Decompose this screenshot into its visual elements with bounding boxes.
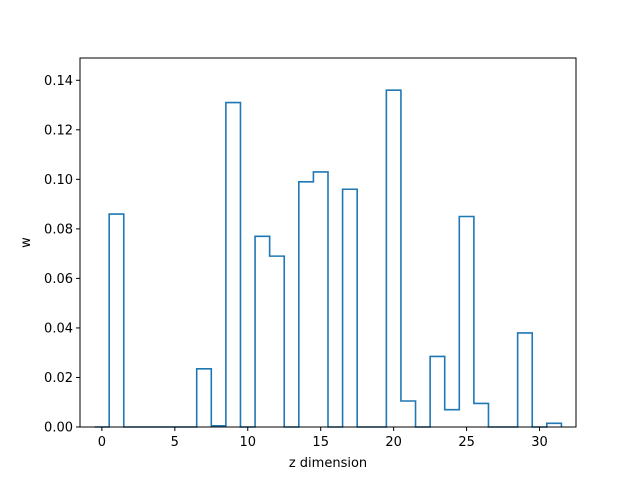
- y-axis-label: w: [19, 237, 34, 248]
- bin-29: [518, 333, 533, 427]
- y-tick-label: 0.14: [44, 74, 73, 89]
- x-axis-label: z dimension: [289, 456, 367, 471]
- bin-15: [313, 172, 328, 427]
- x-tick-label: 10: [239, 435, 256, 450]
- bin-26: [474, 403, 489, 427]
- bin-11: [255, 236, 270, 427]
- x-tick-label: 25: [458, 435, 475, 450]
- bin-23: [430, 356, 445, 427]
- y-tick-label: 0.00: [44, 421, 73, 436]
- y-tick-label: 0.04: [44, 321, 73, 336]
- bin-12: [270, 256, 285, 427]
- bin-31: [547, 423, 562, 427]
- x-tick-label: 20: [385, 435, 402, 450]
- y-tick-label: 0.12: [44, 123, 73, 138]
- y-axis: 0.00 0.02 0.04 0.06 0.08 0.10 0.12 0.14: [44, 74, 80, 436]
- bin-25: [459, 216, 474, 427]
- bin-17: [343, 189, 358, 427]
- y-tick-label: 0.08: [44, 222, 73, 237]
- plot-frame: [79, 57, 577, 428]
- plot-area: [94, 89, 563, 428]
- x-axis: 0 5 10 15 20 25 30: [98, 427, 548, 450]
- x-tick-label: 15: [312, 435, 329, 450]
- bin-20: [386, 90, 401, 427]
- x-tick-label: 5: [171, 435, 179, 450]
- y-tick-label: 0.02: [44, 371, 73, 386]
- x-tick-label: 30: [531, 435, 548, 450]
- y-tick-label: 0.10: [44, 173, 73, 188]
- bin-21: [401, 401, 416, 427]
- y-tick-label: 0.06: [44, 272, 73, 287]
- bin-9: [226, 103, 241, 427]
- bin-1: [109, 214, 124, 427]
- bin-7: [197, 369, 212, 427]
- bin-14: [299, 182, 314, 427]
- x-tick-label: 0: [98, 435, 106, 450]
- bin-24: [445, 410, 460, 427]
